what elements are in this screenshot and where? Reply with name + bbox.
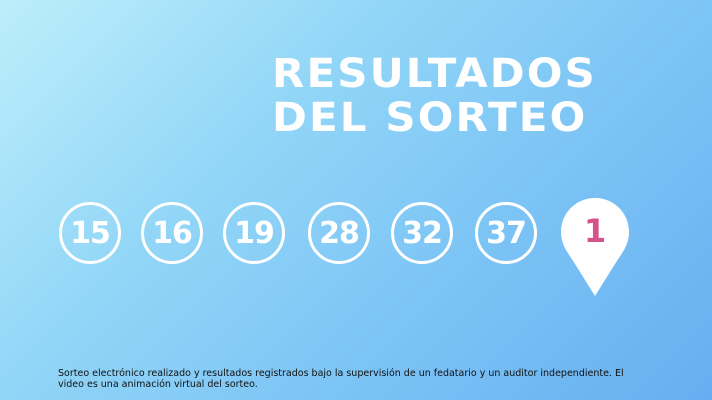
disclaimer-text: Sorteo electrónico realizado y resultado… — [58, 368, 624, 390]
map-pin-icon — [561, 198, 629, 296]
special-number: 1 — [583, 212, 607, 250]
title-line-2: DEL SORTEO — [272, 95, 588, 141]
ball-number: 28 — [308, 202, 370, 264]
title-line-1: RESULTADOS — [272, 51, 597, 97]
ball-number: 15 — [59, 202, 121, 264]
special-number-pin: 1 — [561, 198, 629, 296]
ball-number: 32 — [391, 202, 453, 264]
ball-number: 37 — [475, 202, 537, 264]
ball-number: 19 — [223, 202, 285, 264]
ball-number: 16 — [141, 202, 203, 264]
page-title: RESULTADOS DEL SORTEO — [272, 52, 597, 140]
